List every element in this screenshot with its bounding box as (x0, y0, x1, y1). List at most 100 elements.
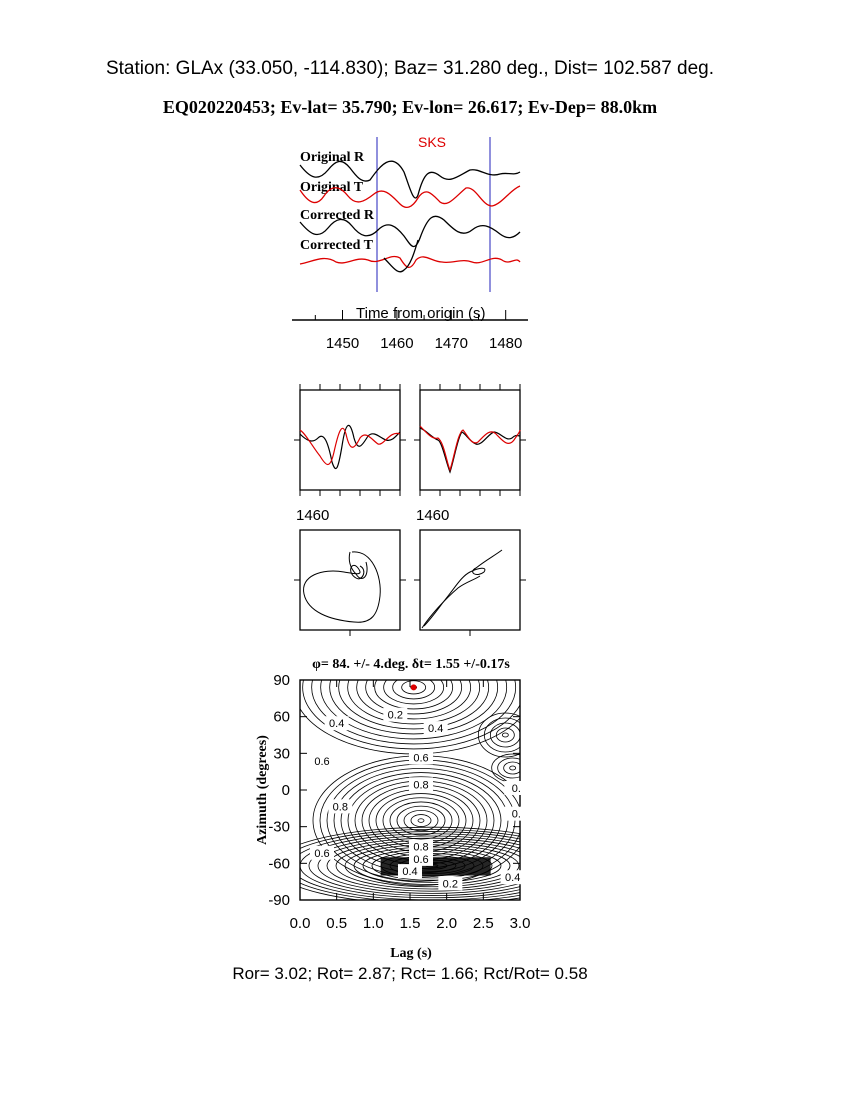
particle-motion-original (303, 551, 381, 623)
contour-label-bg (409, 839, 433, 854)
contour-labels: 0.20.40.40.6 0.60.80.80.60.80.60.40.20.40… (310, 707, 529, 891)
trace-label-original-r: Original R (300, 150, 365, 165)
contour-label-bg (504, 781, 529, 795)
particle-panel-corrected (419, 529, 521, 631)
contour-line (300, 826, 520, 900)
contour-label: 0.8 (413, 779, 428, 791)
contour-line (477, 712, 520, 758)
best-fit-marker (410, 684, 417, 691)
grid-y-tick-label: -60 (268, 855, 290, 872)
contour-label-bg (500, 870, 525, 885)
time-tick-label: 1470 (435, 335, 468, 352)
trace-original-t (299, 185, 521, 209)
contour-line (489, 722, 520, 748)
contour-label: 0.4 (329, 718, 344, 730)
contour-label-bg (409, 777, 433, 792)
trace-label-corrected-t: Corrected T (300, 238, 374, 253)
contour-label: 0.8 (413, 842, 428, 854)
contour-line (392, 680, 436, 700)
grid-x-tick-label: 0.5 (326, 915, 347, 932)
grid-x-tick-label: 1.5 (400, 915, 421, 932)
particle-motion-original-loop (348, 551, 368, 579)
contour-line (300, 828, 520, 900)
phase-label-sks: SKS (418, 134, 446, 150)
contour-label: 0.6 (413, 854, 428, 866)
grid-x-tick-label: 2.5 (473, 915, 494, 932)
comparison-time-label-original: 1460 (296, 507, 329, 524)
dense-contour-band (380, 857, 491, 876)
contour-label: 0.4 (402, 866, 417, 878)
particle-motion-corrected-2 (421, 575, 481, 629)
particle-panel-original (299, 529, 401, 631)
contour-line (503, 761, 520, 775)
grid-y-tick-label: 30 (273, 745, 290, 762)
trace-original-r (299, 160, 521, 199)
trace-corrected-t (299, 255, 521, 268)
contour-line (365, 680, 463, 715)
contour-label-bg (409, 851, 433, 866)
contour-label-bg (438, 876, 463, 891)
grid-y-tick-label: 90 (273, 672, 290, 689)
contour-line (302, 680, 520, 750)
contour-line (501, 732, 509, 738)
time-axis-title: Time from origin (s) (356, 305, 485, 322)
time-axis-ticks: 1450 1460 1470 1480 (314, 310, 522, 352)
contour-line (410, 814, 432, 827)
grid-title: φ= 84. +/- 4.deg. δt= 1.55 +/-0.17s (312, 657, 510, 672)
contour-label-bg (383, 707, 408, 722)
grid-y-tick-label: -30 (268, 819, 290, 836)
contour-line (495, 727, 515, 743)
comparison-panel-original (299, 389, 401, 491)
contour-line (497, 757, 520, 779)
contour-label: 0.2 (388, 710, 403, 722)
contour-label: 0.8 (333, 801, 348, 813)
comparison-ticks (294, 384, 526, 496)
event-info-line: EQ020220453; Ev-lat= 35.790; Ev-lon= 26.… (162, 97, 658, 117)
contour-line (389, 801, 453, 840)
contour-label: 0.6 (314, 756, 329, 768)
contour-label-bg (504, 806, 529, 821)
trace-corrected-r-trough (383, 239, 419, 273)
particle-frame-original (299, 529, 401, 631)
contour-line (320, 680, 508, 740)
contour-line (383, 680, 445, 705)
page-title: Station: GLAx (33.050, -114.830); Baz= 3… (105, 58, 715, 79)
contour-label: 0. (512, 809, 521, 821)
grid-x-axis-title: Lag (s) (390, 946, 432, 961)
contour-line (401, 680, 427, 695)
grid-y-tick-label: 60 (273, 709, 290, 726)
contour-line (396, 805, 446, 836)
contour-line (300, 833, 520, 899)
particle-motion-corrected (423, 549, 503, 627)
contour-label-bg (328, 799, 353, 814)
contour-label: 0. (512, 783, 521, 795)
waveform-panel: SKS Original R Original T Corrected R Co… (292, 134, 528, 352)
contour-label: 0.6 (413, 752, 428, 764)
contour-label-bg (409, 750, 433, 765)
contour-line (308, 835, 520, 896)
grid-y-tick-label: 0 (282, 782, 290, 799)
comparison-t-corrected (419, 425, 521, 472)
grid-axis-ticks: 0.0 0.5 1.0 1.5 2.0 2.5 3.0 90 60 30 0 -30 -60 -90 (268, 672, 530, 932)
comparison-panel-corrected (419, 389, 521, 491)
grid-x-tick-label: 1.0 (363, 915, 384, 932)
comparison-t-original (299, 427, 401, 466)
time-tick-label: 1450 (326, 335, 359, 352)
contour-label-bg (324, 716, 349, 731)
trace-label-corrected-r: Corrected R (300, 208, 375, 223)
comparison-r-corrected (419, 427, 521, 474)
contour-line (329, 680, 499, 735)
trace-label-original-t: Original T (300, 180, 364, 195)
contour-label-bg (310, 754, 334, 769)
contour-line (338, 680, 490, 730)
contour-line (417, 818, 425, 823)
grid-x-tick-label: 3.0 (510, 915, 531, 932)
comparison-r-original (299, 424, 401, 470)
contour-label: 0.2 (443, 878, 458, 890)
energy-grid-plot: 0.0 0.5 1.0 1.5 2.0 2.5 3.0 90 60 30 0 -30 -60 -90 0.… (268, 672, 530, 932)
summary-stats: Ror= 3.02; Rot= 2.87; Rct= 1.66; Rct/Rot… (232, 964, 588, 983)
contour-line (356, 680, 472, 720)
contour-label: 0.6 (314, 848, 329, 860)
contour-label-bg (310, 845, 334, 860)
